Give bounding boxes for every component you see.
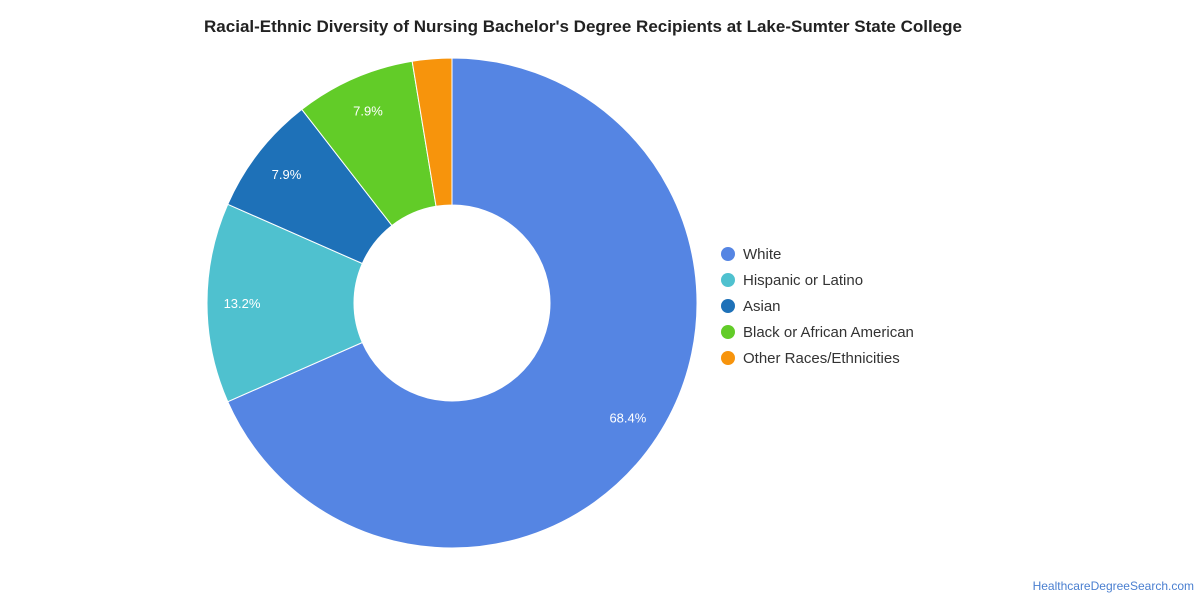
site-watermark[interactable]: HealthcareDegreeSearch.com [1032, 579, 1194, 593]
legend-swatch-icon [721, 273, 735, 287]
chart-legend: White Hispanic or Latino Asian Black or Afr… [721, 241, 914, 371]
slice-data-label-3: 7.9% [353, 104, 383, 119]
legend-item-3[interactable]: Black or African American [721, 319, 914, 345]
legend-swatch-icon [721, 247, 735, 261]
legend-item-4[interactable]: Other Races/Ethnicities [721, 345, 914, 371]
legend-label: Black or African American [743, 323, 914, 341]
legend-item-2[interactable]: Asian [721, 293, 914, 319]
legend-swatch-icon [721, 325, 735, 339]
slice-data-label-0: 68.4% [609, 411, 646, 426]
donut-slice-1[interactable] [206, 203, 363, 403]
legend-item-1[interactable]: Hispanic or Latino [721, 267, 914, 293]
legend-label: Asian [743, 297, 781, 315]
legend-label: Other Races/Ethnicities [743, 349, 900, 367]
slice-data-label-1: 13.2% [224, 296, 261, 311]
legend-label: Hispanic or Latino [743, 271, 864, 289]
chart-title: Racial-Ethnic Diversity of Nursing Bache… [204, 17, 962, 36]
legend-swatch-icon [721, 351, 735, 365]
legend-swatch-icon [721, 299, 735, 313]
donut-slice-4[interactable] [411, 57, 453, 207]
donut-slice-0[interactable] [227, 57, 698, 549]
legend-item-0[interactable]: White [721, 241, 914, 267]
legend-label: White [743, 245, 782, 263]
slice-data-label-2: 7.9% [272, 167, 302, 182]
